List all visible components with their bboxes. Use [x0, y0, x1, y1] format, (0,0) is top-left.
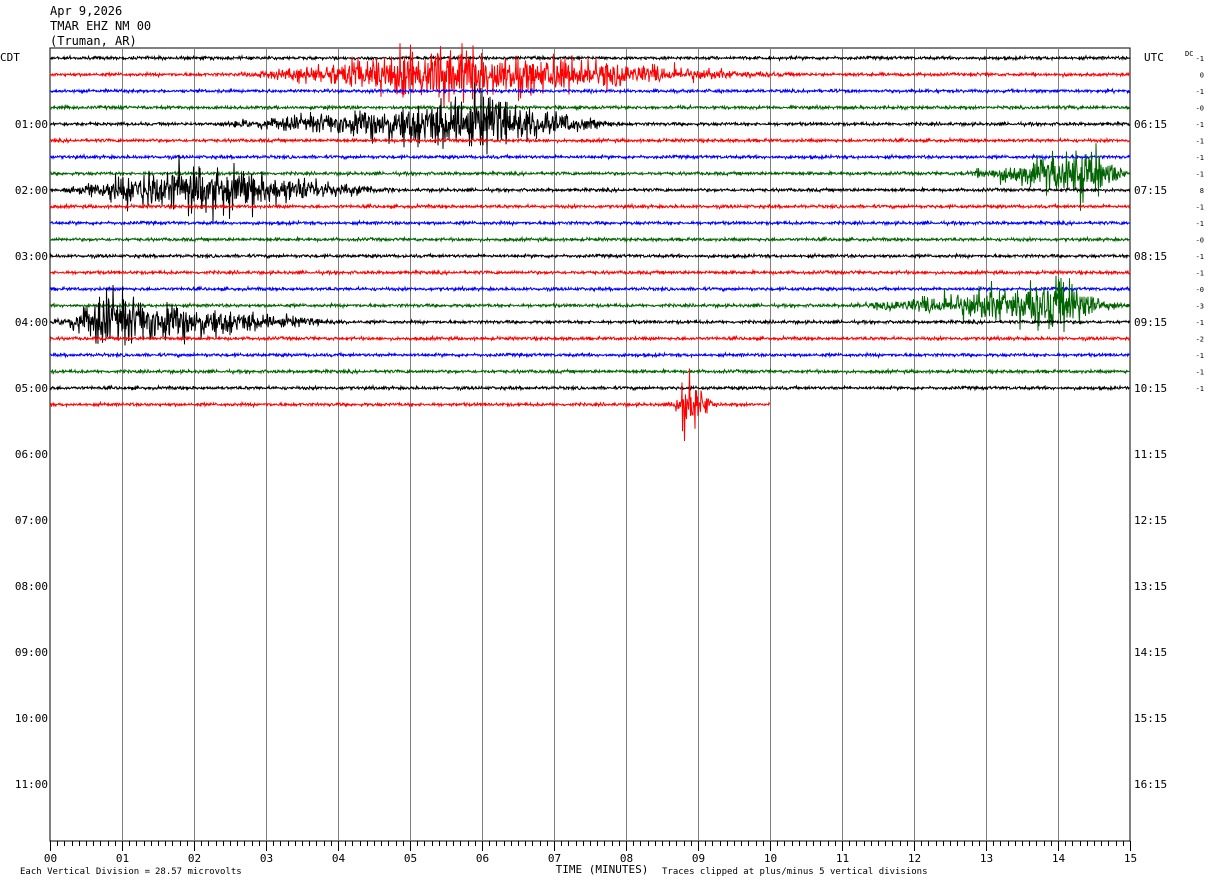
left-hour-label: 02:00	[15, 184, 48, 197]
seismic-trace	[49, 103, 1131, 112]
seismic-trace	[49, 202, 1131, 211]
seismic-trace	[49, 54, 1131, 62]
right-hour-label: 14:15	[1134, 646, 1167, 659]
seismic-trace	[49, 284, 1131, 346]
seismic-trace	[49, 334, 1131, 343]
dc-offset-label: -1	[1196, 138, 1204, 146]
seismic-trace	[49, 275, 1131, 333]
left-hour-label: 08:00	[15, 580, 48, 593]
left-hour-label: 03:00	[15, 250, 48, 263]
seismic-trace	[49, 384, 1131, 392]
x-tick-label: 00	[44, 852, 57, 865]
right-hour-label: 06:15	[1134, 118, 1167, 131]
x-tick-label: 10	[764, 852, 777, 865]
right-hour-label: 12:15	[1134, 514, 1167, 527]
x-tick-label: 07	[548, 852, 561, 865]
right-hour-label: 15:15	[1134, 712, 1167, 725]
seismic-trace	[50, 367, 1131, 376]
dc-label: DC	[1185, 50, 1193, 58]
x-tick-label: 01	[116, 852, 129, 865]
dc-offset-label: -1	[1196, 204, 1204, 212]
dc-offset-label: -0	[1196, 237, 1204, 245]
left-hour-label: 09:00	[15, 646, 48, 659]
dc-offset-label: -1	[1196, 220, 1204, 228]
x-tick-label: 04	[332, 852, 346, 865]
x-tick-label: 05	[404, 852, 417, 865]
seismic-trace	[49, 43, 1131, 108]
x-tick-label: 14	[1052, 852, 1066, 865]
dc-offset-label: -1	[1196, 385, 1204, 393]
dc-offset-label: 8	[1200, 187, 1204, 195]
left-hour-label: 04:00	[15, 316, 48, 329]
plot-frame	[49, 47, 1131, 842]
left-hour-label: 10:00	[15, 712, 48, 725]
seismic-trace	[49, 351, 1130, 359]
left-hour-label: 01:00	[15, 118, 48, 131]
left-hour-label: 07:00	[15, 514, 48, 527]
footer-left-value: 28.57 microvolts	[155, 867, 242, 877]
left-hour-label: 05:00	[15, 382, 48, 395]
dc-offset-label: -1	[1196, 319, 1204, 327]
seismic-trace	[49, 252, 1131, 260]
dc-offset-label: 0	[1200, 72, 1204, 80]
left-hour-label: 06:00	[15, 448, 48, 461]
footer-right-note: Traces clipped at plus/minus 5 vertical …	[662, 867, 928, 877]
seismic-trace	[49, 136, 1131, 145]
right-hour-label: 10:15	[1134, 382, 1167, 395]
x-tick-label: 08	[620, 852, 633, 865]
dc-offset-label: -1	[1196, 352, 1204, 360]
right-axis-label: UTC	[1144, 51, 1164, 64]
dc-offset-label: -1	[1196, 55, 1204, 63]
seismic-trace	[49, 219, 1131, 227]
right-hour-label: 11:15	[1134, 448, 1167, 461]
x-tick-label: 11	[836, 852, 849, 865]
seismic-trace	[49, 153, 1131, 161]
x-tick-label: 02	[188, 852, 201, 865]
seismic-trace	[49, 368, 770, 442]
seismic-trace	[49, 268, 1131, 277]
left-hour-label: 11:00	[15, 778, 48, 791]
x-tick-label: 15	[1124, 852, 1137, 865]
chart-location: (Truman, AR)	[50, 34, 137, 48]
seismic-trace	[49, 87, 1131, 95]
right-hour-label: 16:15	[1134, 778, 1167, 791]
dc-offset-label: -1	[1196, 270, 1204, 278]
x-tick-label: 13	[980, 852, 993, 865]
dc-offset-label: -3	[1196, 303, 1204, 311]
dc-offset-label: -1	[1196, 154, 1204, 162]
chart-station: TMAR EHZ NM 00	[50, 19, 152, 33]
seismic-trace	[49, 143, 1131, 211]
dc-offset-label: -1	[1196, 121, 1204, 129]
dc-offset-label: -1	[1196, 88, 1204, 96]
right-hour-label: 08:15	[1134, 250, 1167, 263]
seismic-trace	[49, 235, 1131, 244]
right-hour-label: 13:15	[1134, 580, 1167, 593]
x-tick-label: 03	[260, 852, 273, 865]
x-axis-label: TIME (MINUTES)	[556, 863, 649, 876]
seismic-trace	[49, 154, 1131, 223]
chart-date: Apr 9,2026	[50, 4, 123, 18]
x-tick-label: 06	[476, 852, 489, 865]
dc-offset-label: -1	[1196, 369, 1204, 377]
footer-left-label: Each Vertical Division =	[20, 867, 151, 877]
seismic-trace	[50, 285, 1131, 293]
left-axis-label: CDT	[0, 51, 20, 64]
right-hour-label: 07:15	[1134, 184, 1167, 197]
x-tick-label: 09	[692, 852, 705, 865]
x-tick-label: 12	[908, 852, 921, 865]
dc-offset-label: -2	[1196, 336, 1204, 344]
dc-offset-label: -0	[1196, 286, 1204, 294]
dc-offset-label: -0	[1196, 105, 1204, 113]
dc-offset-label: -1	[1196, 171, 1204, 179]
right-hour-label: 09:15	[1134, 316, 1167, 329]
dc-offset-label: -1	[1196, 253, 1204, 261]
seismic-trace	[49, 82, 1131, 155]
chart-header: Apr 9,2026 TMAR EHZ NM 00 (Truman, AR)	[50, 4, 151, 49]
